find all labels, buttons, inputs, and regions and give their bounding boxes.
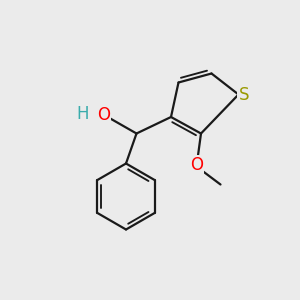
Text: S: S <box>239 85 249 103</box>
Text: O: O <box>97 106 110 124</box>
Text: O: O <box>190 156 203 174</box>
Text: H: H <box>76 105 89 123</box>
